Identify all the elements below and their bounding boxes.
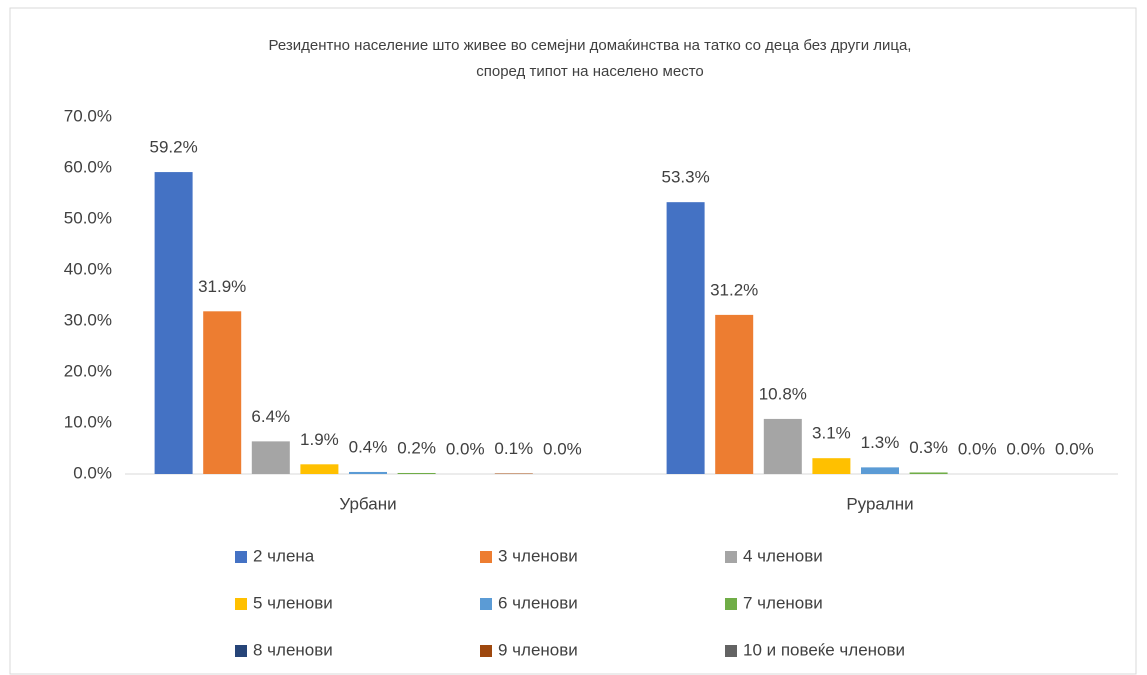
legend-swatch: [480, 598, 492, 610]
data-label: 31.9%: [198, 277, 246, 296]
legend-label: 6 членови: [498, 593, 578, 612]
data-label: 0.0%: [1055, 439, 1094, 458]
y-tick-label: 50.0%: [64, 208, 112, 227]
legend-swatch: [480, 645, 492, 657]
legend-label: 3 членови: [498, 546, 578, 565]
bar: [349, 471, 387, 474]
bar: [154, 172, 193, 474]
bar: [909, 472, 948, 474]
legend-label: 10 и повеќе членови: [743, 640, 905, 659]
bar: [812, 458, 851, 474]
legend-label: 7 членови: [743, 593, 823, 612]
legend-swatch: [235, 598, 247, 610]
bar: [397, 472, 436, 474]
x-tick-label: Рурални: [846, 494, 913, 513]
data-label: 59.2%: [149, 138, 197, 157]
legend-label: 2 члена: [253, 546, 315, 565]
legend-label: 5 членови: [253, 593, 333, 612]
legend-swatch: [235, 645, 247, 657]
bar: [300, 464, 339, 474]
data-label: 31.2%: [710, 280, 758, 299]
legend-swatch: [725, 598, 737, 610]
chart-frame: [9, 7, 1137, 675]
bar: [251, 441, 290, 474]
legend-swatch: [480, 551, 492, 563]
chart-title: според типот на населено место: [476, 63, 704, 80]
legend-swatch: [725, 551, 737, 563]
bar: [861, 467, 899, 474]
bar: [203, 311, 242, 474]
x-tick-label: Урбани: [339, 494, 396, 513]
y-tick-label: 40.0%: [64, 259, 112, 278]
data-label: 3.1%: [812, 424, 851, 443]
data-label: 0.0%: [543, 439, 582, 458]
data-label: 1.9%: [300, 430, 339, 449]
chart-title: Резидентно население што живее во семејн…: [269, 37, 912, 54]
data-label: 0.1%: [494, 439, 533, 458]
y-tick-label: 30.0%: [64, 310, 112, 329]
y-tick-label: 10.0%: [64, 412, 112, 431]
data-label: 0.3%: [909, 438, 948, 457]
legend-label: 9 членови: [498, 640, 578, 659]
data-label: 0.0%: [958, 439, 997, 458]
bar: [763, 418, 802, 474]
y-tick-label: 70.0%: [64, 106, 112, 125]
y-tick-label: 20.0%: [64, 361, 112, 380]
legend-label: 8 членови: [253, 640, 333, 659]
bar: [715, 314, 754, 474]
data-label: 0.4%: [349, 437, 388, 456]
data-label: 10.8%: [759, 384, 807, 403]
bar: [666, 202, 705, 475]
bar: [494, 473, 533, 474]
data-label: 1.3%: [861, 433, 900, 452]
legend-swatch: [725, 645, 737, 657]
legend-swatch: [235, 551, 247, 563]
data-label: 0.2%: [397, 438, 436, 457]
y-tick-label: 0.0%: [73, 463, 112, 482]
y-tick-label: 60.0%: [64, 157, 112, 176]
legend-label: 4 членови: [743, 546, 823, 565]
data-label: 53.3%: [661, 168, 709, 187]
data-label: 0.0%: [446, 439, 485, 458]
data-label: 0.0%: [1006, 439, 1045, 458]
data-label: 6.4%: [251, 407, 290, 426]
